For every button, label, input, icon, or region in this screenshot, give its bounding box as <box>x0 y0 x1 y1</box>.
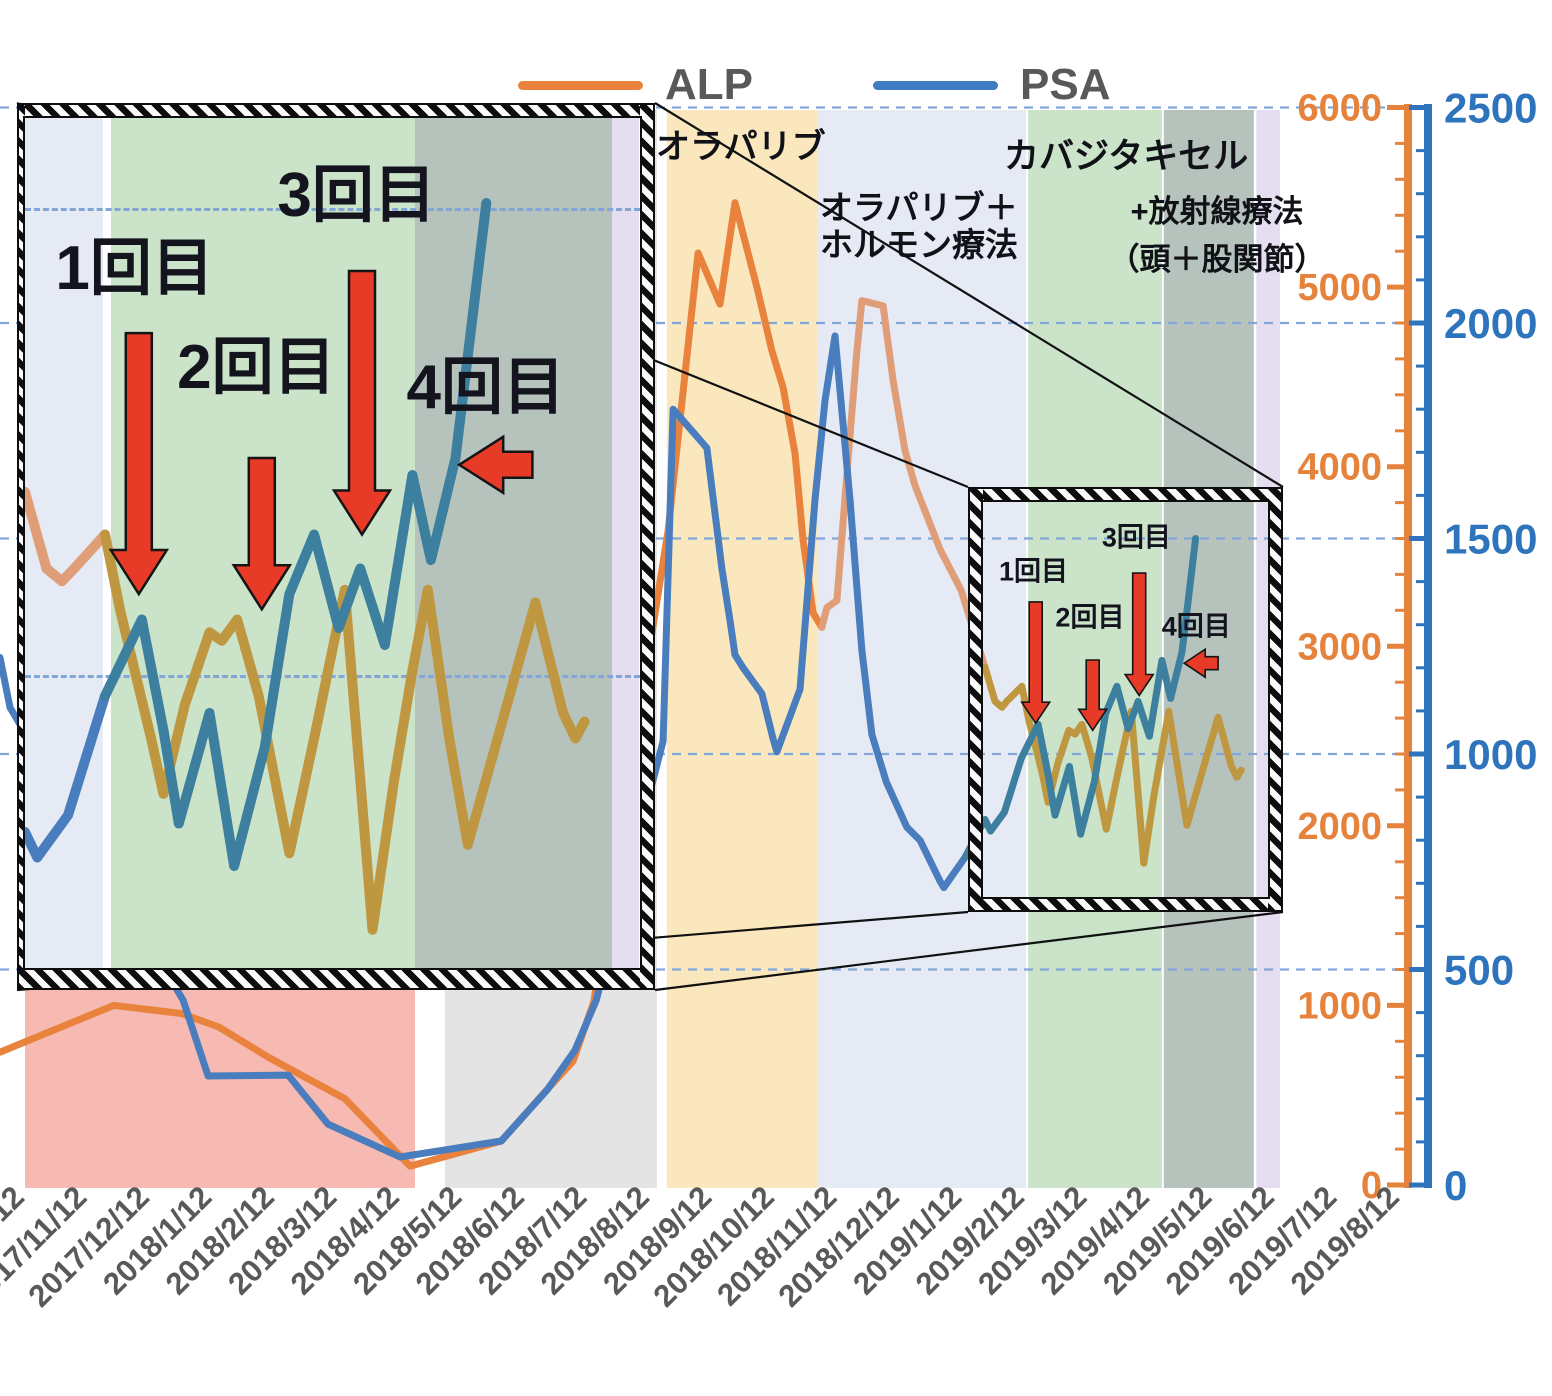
callout-connector-line <box>654 102 1284 488</box>
inset-border-left <box>968 487 983 912</box>
psa-tick-label: 1500 <box>1444 516 1537 563</box>
inset-border-top <box>17 103 655 118</box>
injection-down-arrow <box>1019 600 1051 725</box>
treatment-band <box>666 110 819 1188</box>
annotation-radiation: +放射線療法 （頭＋股関節） <box>1099 188 1335 284</box>
inset-treatment-band <box>415 117 612 968</box>
annotation-line: （頭＋股関節） <box>1108 242 1326 277</box>
psa-line-segment <box>961 535 1200 861</box>
legend-label-psa: PSA <box>1020 60 1111 109</box>
inset-gridline <box>24 207 640 211</box>
psa-tick-label: 2000 <box>1444 300 1537 347</box>
injection-count-label: 3回目 <box>277 160 436 230</box>
inset-gridline <box>24 675 640 679</box>
alp-tick-label: 6000 <box>1297 88 1382 130</box>
inset-svg-large <box>24 197 590 935</box>
psa-tick-label: 1000 <box>1444 731 1537 778</box>
legend-label-alp: ALP <box>665 60 753 109</box>
psa-tick-label: 0 <box>1444 1162 1467 1209</box>
inset-treatment-band <box>611 117 640 968</box>
alp-tick-label: 2000 <box>1297 806 1382 848</box>
injection-down-arrow <box>331 269 392 537</box>
inset-outer-outline <box>17 103 655 990</box>
alp-tick-label: 4000 <box>1297 447 1382 489</box>
legend-item-alp: ALP <box>518 60 753 110</box>
psa-tick-label: 2500 <box>1444 85 1537 132</box>
psa-legend-swatch <box>873 80 998 90</box>
injection-count-label: 3回目 <box>1101 522 1171 553</box>
alp-line-segment <box>818 297 989 671</box>
annotation-cabazitaxel: カバジタキセル <box>1004 137 1248 177</box>
injection-down-arrow <box>1076 658 1108 732</box>
injection-left-arrow <box>456 434 534 495</box>
psa-axis-bar <box>1424 104 1432 1188</box>
annotation-line: +放射線療法 <box>1130 194 1304 229</box>
alp-tick-label: 5000 <box>1297 267 1382 309</box>
treatment-band <box>818 110 1027 1188</box>
zoom-inset-large: 1回目 2回目 3回目 4回目 <box>17 103 655 990</box>
injection-count-label: 1回目 <box>998 556 1069 587</box>
inset-border-right <box>640 103 655 990</box>
injection-count-label: 2回目 <box>177 333 336 403</box>
injection-count-label: 1回目 <box>55 233 214 303</box>
alp-line-segment <box>981 663 1245 867</box>
inset-border-left <box>17 103 25 990</box>
inset-psa-line <box>24 690 110 862</box>
legend-item-psa: PSA <box>873 60 1110 110</box>
inset-border-right <box>1268 487 1283 912</box>
alp-tick-label: 1000 <box>1297 985 1382 1027</box>
annotation-line: オラパリブ＋ <box>820 189 1018 226</box>
psa-tick-label: 500 <box>1444 947 1514 994</box>
inset-alp-line <box>99 529 590 935</box>
psa-line-segment <box>0 332 969 1161</box>
inset-psa-line <box>99 197 491 871</box>
injection-down-arrow <box>1123 571 1155 697</box>
inset-svg-small <box>1019 571 1219 732</box>
inset-border-bottom <box>968 897 1283 912</box>
inset-outer-outline <box>968 487 1283 912</box>
alp-tick-label: 3000 <box>1297 626 1382 668</box>
injection-count-label: 4回目 <box>406 352 565 422</box>
alp-axis-bar <box>1404 104 1412 1188</box>
injection-down-arrow <box>108 331 169 596</box>
annotation-olaparib-hormone: オラパリブ＋ ホルモン療法 <box>820 189 1018 263</box>
annotation-olaparib: オラパリブ <box>656 127 826 167</box>
zoom-inset-small: 1回目 2回目 3回目 4回目 <box>968 487 1283 912</box>
annotation-line: オラパリブ <box>656 128 826 166</box>
injection-count-label: 4回目 <box>1161 611 1231 642</box>
inset-interior: 1回目 2回目 3回目 4回目 <box>22 115 642 970</box>
injection-count-label: 2回目 <box>1055 602 1125 633</box>
annotation-line: カバジタキセル <box>1004 137 1249 176</box>
callout-connector-line <box>654 910 1284 992</box>
annotation-line: ホルモン療法 <box>820 226 1018 263</box>
injection-down-arrow <box>231 456 292 612</box>
inset-border-top <box>968 487 1283 502</box>
inset-interior: 1回目 2回目 3回目 4回目 <box>980 499 1270 899</box>
alp-legend-swatch <box>518 80 643 90</box>
legend: ALP PSA <box>518 60 1110 110</box>
injection-left-arrow <box>1182 647 1219 679</box>
alp-tick-label: 0 <box>1361 1165 1382 1207</box>
inset-border-bottom <box>17 968 655 990</box>
inset-alp-line <box>24 486 110 586</box>
